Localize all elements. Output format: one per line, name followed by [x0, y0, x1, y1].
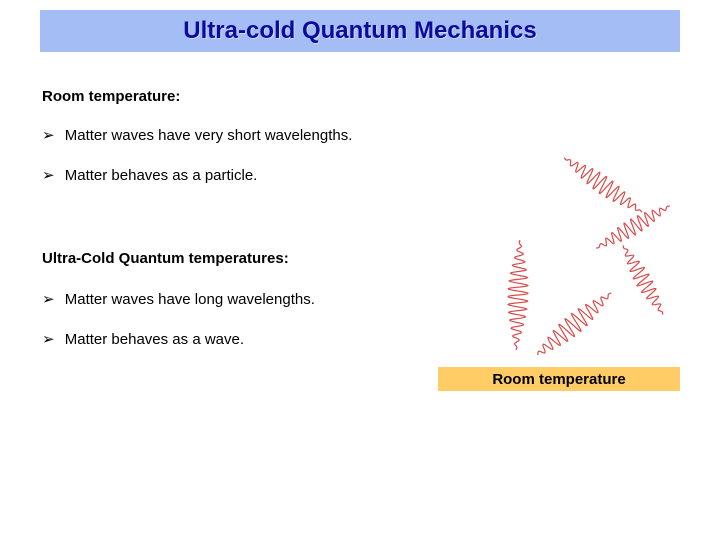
- illustration-caption: Room temperature: [438, 367, 680, 391]
- page-title: Ultra-cold Quantum Mechanics: [183, 17, 536, 45]
- section-heading-text: Room temperature:: [42, 88, 180, 105]
- bullet-text: Matter behaves as a particle.: [65, 167, 258, 184]
- bullet-text: Matter waves have very short wavelengths…: [65, 127, 353, 144]
- bullet-marker-icon: ➢: [42, 167, 55, 184]
- bullet-marker-icon: ➢: [42, 127, 55, 144]
- wave-illustration: [438, 125, 680, 355]
- section-heading-ultra-cold: Ultra-Cold Quantum temperatures:: [42, 250, 289, 267]
- wave-packet: [564, 158, 642, 212]
- bullet-item: ➢ Matter behaves as a particle.: [42, 166, 257, 184]
- wave-packet: [623, 245, 663, 314]
- wave-packet: [535, 293, 612, 355]
- title-bar: Ultra-cold Quantum Mechanics: [40, 10, 680, 52]
- wave-svg: [438, 125, 680, 355]
- caption-text: Room temperature: [492, 371, 625, 388]
- bullet-marker-icon: ➢: [42, 291, 55, 308]
- bullet-item: ➢ Matter behaves as a wave.: [42, 330, 244, 348]
- bullet-text: Matter behaves as a wave.: [65, 331, 244, 348]
- section-heading-text: Ultra-Cold Quantum temperatures:: [42, 250, 289, 267]
- wave-packet: [508, 240, 528, 350]
- section-heading-room-temp: Room temperature:: [42, 88, 180, 105]
- bullet-text: Matter waves have long wavelengths.: [65, 291, 315, 308]
- bullet-item: ➢ Matter waves have long wavelengths.: [42, 290, 315, 308]
- bullet-marker-icon: ➢: [42, 331, 55, 348]
- bullet-item: ➢ Matter waves have very short wavelengt…: [42, 126, 352, 144]
- wave-packet: [596, 206, 670, 249]
